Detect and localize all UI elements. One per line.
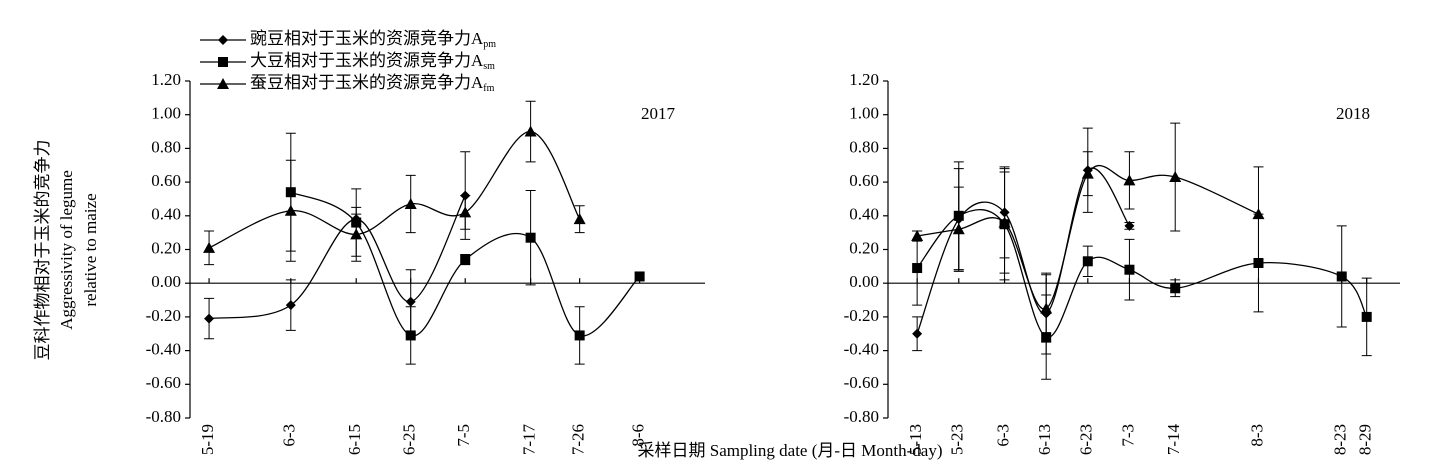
marker [574, 330, 585, 341]
marker [1361, 311, 1372, 322]
marker [524, 125, 537, 137]
marker [952, 223, 965, 235]
x-tick-label: 7-14 [1164, 424, 1183, 456]
legend-subscript: fm [483, 83, 494, 94]
x-tick-label: 8-3 [1247, 424, 1266, 447]
marker [218, 35, 228, 45]
x-tick-label: 8-6 [629, 424, 648, 447]
y-tick-label: -0.80 [146, 407, 181, 426]
x-tick-label: 7-26 [569, 424, 588, 455]
y-axis-title: 豆科作物相对于玉米的竞争力 Aggressivity of legume rel… [33, 140, 100, 361]
marker [1253, 257, 1264, 268]
panel-label: 2017 [641, 104, 676, 123]
x-tick-label: 6-23 [1077, 424, 1096, 455]
marker [1124, 264, 1135, 275]
series-line [208, 130, 581, 249]
y-tick-label: -0.60 [844, 373, 879, 392]
legend-label: 豌豆相对于玉米的资源竞争力Apm [250, 29, 496, 50]
y-tick-label: -0.20 [844, 306, 879, 325]
y-tick-label: 0.80 [151, 137, 181, 156]
y-label-cn: 豆科作物相对于玉米的竞争力 [33, 140, 52, 361]
marker [204, 313, 215, 324]
marker [460, 254, 471, 265]
marker [634, 271, 645, 282]
marker [203, 241, 216, 253]
marker [1252, 208, 1265, 220]
marker [459, 206, 472, 218]
legend-name: 蚕豆相对于玉米的资源竞争力A [250, 73, 484, 92]
marker [1082, 256, 1093, 267]
legend-subscript: pm [483, 39, 496, 50]
series-line [917, 165, 1259, 310]
y-tick-label: 0.60 [849, 171, 879, 190]
series-line [208, 195, 466, 320]
marker [405, 296, 416, 307]
legend-label: 大豆相对于玉米的资源竞争力Asm [250, 51, 495, 72]
y-tick-label: -0.80 [844, 407, 879, 426]
y-tick-label: 0.80 [849, 137, 879, 156]
legend-label: 蚕豆相对于玉米的资源竞争力Afm [250, 73, 495, 94]
y-tick-label: -0.40 [146, 340, 181, 359]
x-tick-label: 8-29 [1356, 424, 1375, 455]
x-tick-label: 6-25 [400, 424, 419, 455]
marker [285, 300, 296, 311]
x-tick-label: 5-19 [198, 424, 217, 455]
marker [1040, 302, 1053, 314]
x-tick-label: 8-23 [1331, 424, 1350, 455]
x-tick-label: 6-3 [280, 424, 299, 447]
y-tick-label: 0.00 [849, 272, 879, 291]
y-tick-label: 0.60 [151, 171, 181, 190]
marker [1123, 174, 1136, 186]
legend-name: 大豆相对于玉米的资源竞争力A [250, 51, 484, 70]
marker [1169, 171, 1182, 183]
marker [217, 78, 229, 89]
y-tick-label: 0.40 [849, 205, 879, 224]
marker [998, 216, 1011, 228]
marker [404, 198, 417, 210]
x-axis-title: 采样日期 Sampling date (月-日 Month-day) [637, 441, 942, 460]
series-line [916, 167, 1130, 334]
y-label-en: Aggressivity of legume [57, 170, 76, 330]
x-tick-label: 7-5 [454, 424, 473, 447]
legend-subscript: sm [483, 61, 495, 72]
marker [218, 57, 228, 67]
y-tick-label: 0.40 [151, 205, 181, 224]
y-tick-label: -0.60 [146, 373, 181, 392]
marker [1081, 167, 1094, 179]
x-tick-label: 6-13 [1035, 424, 1054, 455]
marker [284, 204, 297, 216]
marker [911, 230, 924, 242]
y-tick-label: 0.20 [151, 238, 181, 257]
y-tick-label: 1.00 [849, 104, 879, 123]
y-tick-label: 0.20 [849, 238, 879, 257]
y-tick-label: 1.20 [849, 70, 879, 89]
panel-label: 2018 [1336, 104, 1370, 123]
marker [1124, 220, 1135, 231]
y-tick-label: -0.20 [146, 306, 181, 325]
x-tick-label: 6-3 [993, 424, 1012, 447]
marker [1336, 271, 1347, 282]
x-tick-label: 6-15 [345, 424, 364, 455]
y-label-en: relative to maize [81, 193, 100, 306]
x-tick-label: 5-13 [906, 424, 925, 455]
x-tick-label: 7-17 [520, 424, 539, 456]
y-tick-label: 1.00 [151, 104, 181, 123]
x-tick-label: 5-23 [948, 424, 967, 455]
marker [405, 330, 416, 341]
series-line [916, 209, 1368, 338]
y-tick-label: -0.40 [844, 340, 879, 359]
legend-name: 豌豆相对于玉米的资源竞争力A [250, 29, 484, 48]
marker [525, 232, 536, 243]
marker [1170, 283, 1181, 294]
marker [350, 228, 363, 240]
x-tick-label: 7-3 [1118, 424, 1137, 447]
y-tick-label: 0.00 [151, 272, 181, 291]
marker [912, 263, 923, 274]
y-tick-label: 1.20 [151, 70, 181, 89]
marker [573, 213, 586, 225]
marker [912, 328, 923, 339]
